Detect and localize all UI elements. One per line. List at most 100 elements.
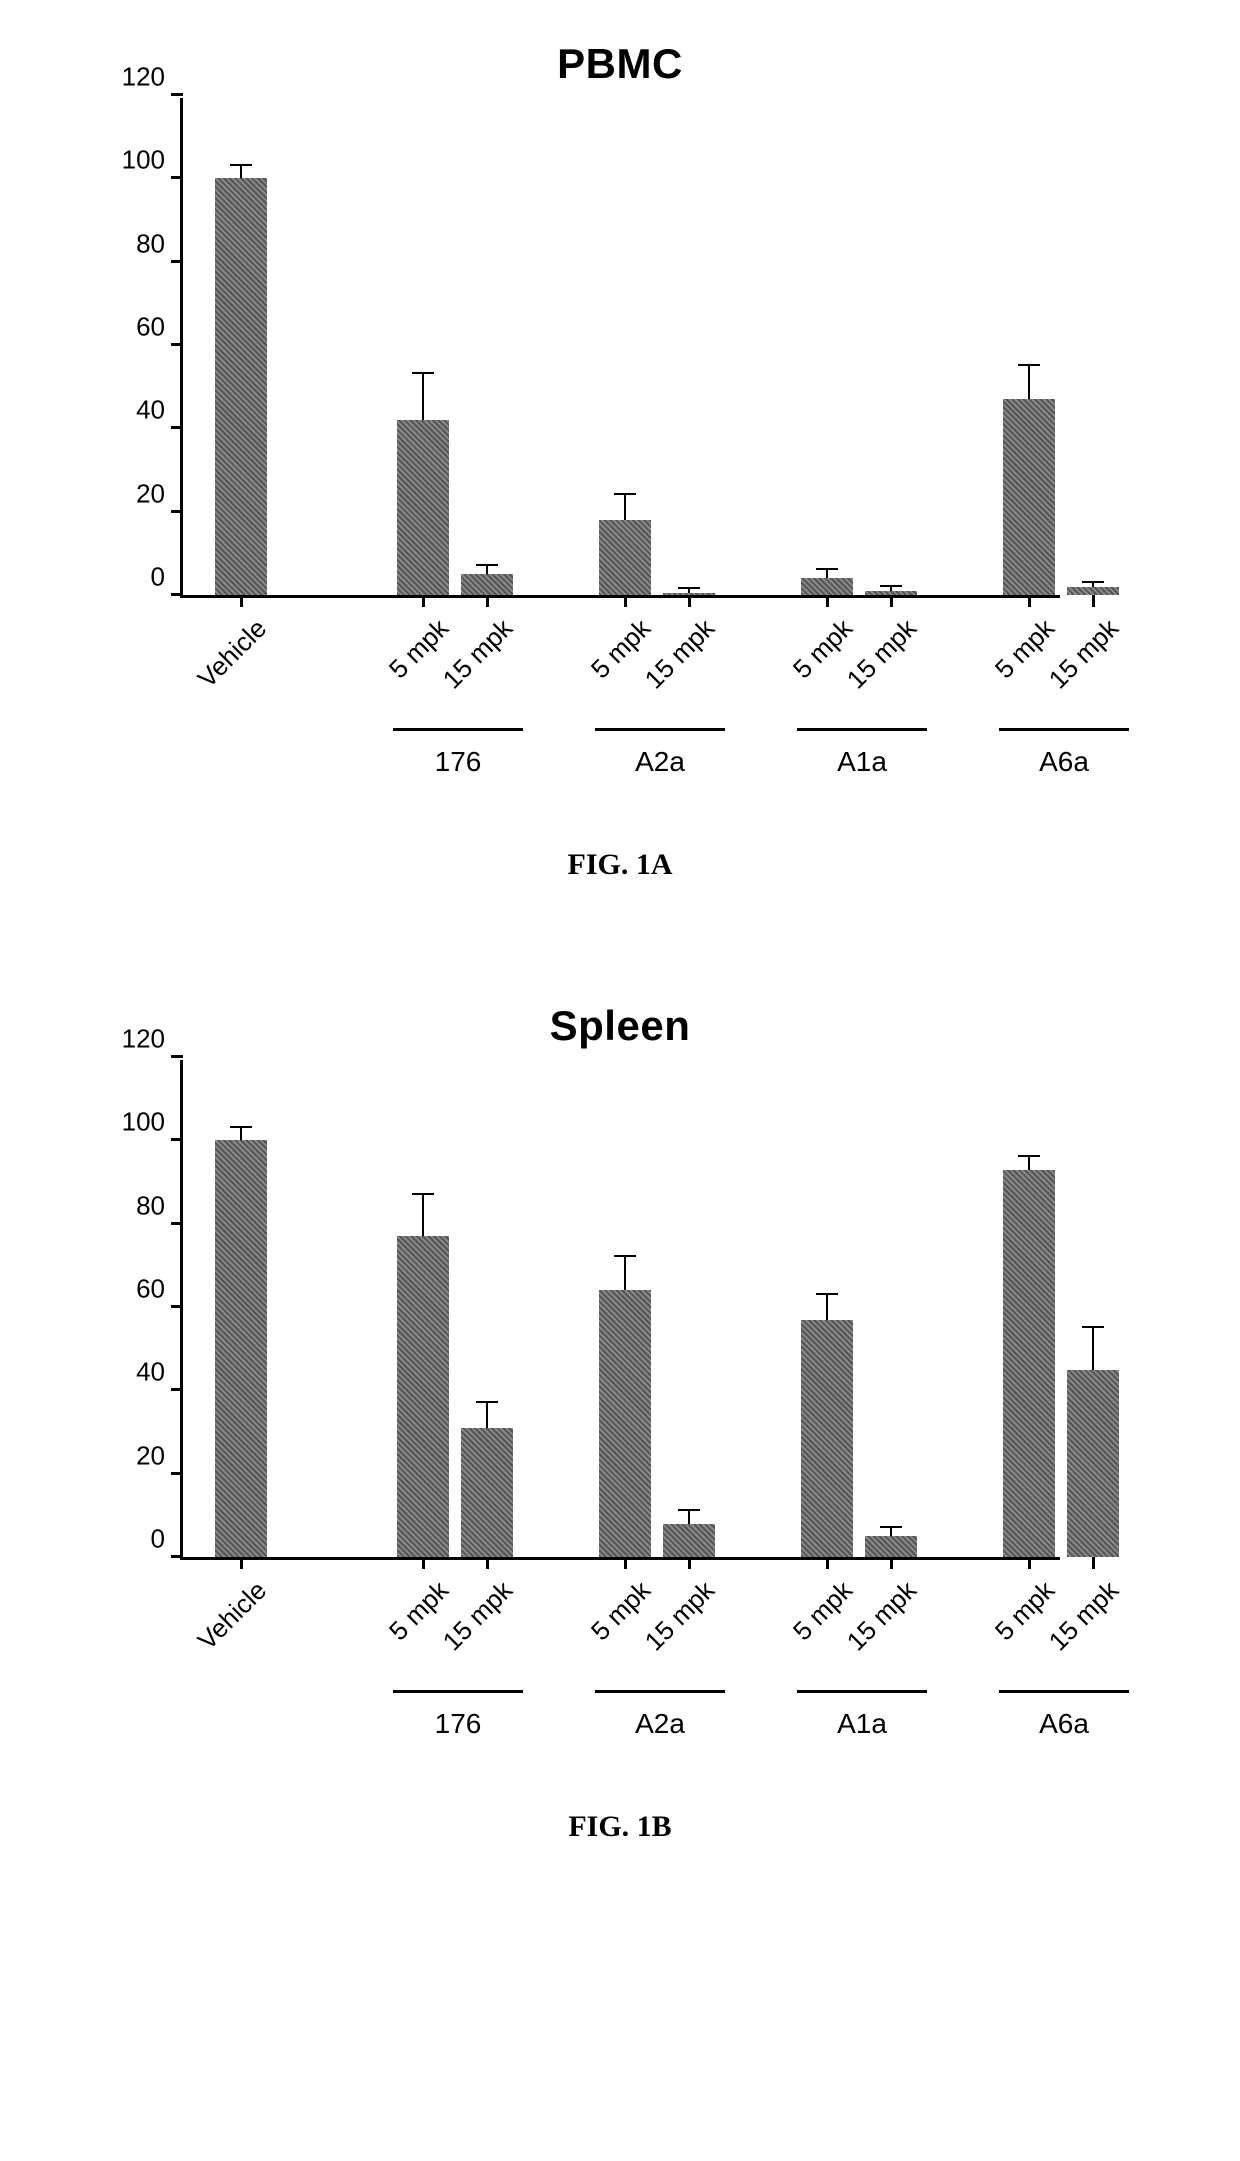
error-bar (624, 495, 626, 520)
error-cap (816, 1293, 838, 1295)
figure-caption: FIG. 1B (60, 1810, 1180, 1844)
error-cap (230, 164, 252, 166)
x-tick (240, 1557, 243, 1569)
bar (397, 1236, 449, 1557)
group-underline (999, 728, 1129, 731)
error-cap (816, 568, 838, 570)
group-underline (797, 728, 927, 731)
error-bar (890, 587, 892, 591)
error-bar (688, 589, 690, 593)
group-label: A1a (837, 746, 887, 778)
bar (599, 1290, 651, 1557)
x-tick (486, 595, 489, 607)
bar (663, 1524, 715, 1557)
group-underline (595, 728, 725, 731)
x-tick (890, 595, 893, 607)
y-tick (171, 426, 183, 429)
y-tick-label: 120 (122, 62, 165, 93)
y-tick (171, 593, 183, 596)
error-bar (422, 1195, 424, 1237)
bar (461, 574, 513, 595)
group-underline (999, 1690, 1129, 1693)
y-tick (171, 510, 183, 513)
error-cap (614, 1255, 636, 1257)
x-tick (1028, 595, 1031, 607)
error-bar (486, 1403, 488, 1428)
bar (599, 520, 651, 595)
group-underline (797, 1690, 927, 1693)
bar (461, 1428, 513, 1557)
x-tick (688, 595, 691, 607)
group-underline (393, 728, 523, 731)
bar (801, 578, 853, 595)
y-tick (171, 1555, 183, 1558)
bar (1067, 1370, 1119, 1558)
y-tick-label: 0 (151, 1524, 165, 1555)
bar (215, 178, 267, 595)
error-cap (1082, 581, 1104, 583)
y-tick (171, 93, 183, 96)
error-cap (678, 587, 700, 589)
error-bar (422, 374, 424, 420)
plot-area: Unoccupied BTK (%)020406080100120Vehicle… (180, 1060, 1060, 1560)
x-tick (422, 1557, 425, 1569)
bar (215, 1140, 267, 1557)
y-tick (171, 1472, 183, 1475)
error-cap (230, 1126, 252, 1128)
error-cap (476, 564, 498, 566)
y-tick-label: 100 (122, 1107, 165, 1138)
error-cap (412, 1193, 434, 1195)
y-tick (171, 1222, 183, 1225)
error-cap (476, 1401, 498, 1403)
error-cap (1018, 1155, 1040, 1157)
figure-block: PBMC Unoccupied BTK (%)020406080100120Veh… (60, 40, 1180, 882)
y-tick-label: 100 (122, 145, 165, 176)
error-bar (240, 166, 242, 179)
y-tick-label: 40 (136, 395, 165, 426)
group-label: 176 (435, 746, 482, 778)
figure-caption: FIG. 1A (60, 848, 1180, 882)
x-tick (624, 595, 627, 607)
x-tick (240, 595, 243, 607)
y-tick-label: 40 (136, 1357, 165, 1388)
y-tick (171, 1138, 183, 1141)
error-cap (880, 585, 902, 587)
error-cap (1018, 364, 1040, 366)
error-bar (688, 1511, 690, 1524)
y-tick-label: 80 (136, 1190, 165, 1221)
error-cap (614, 493, 636, 495)
x-tick (422, 595, 425, 607)
y-tick (171, 343, 183, 346)
figure-block: Spleen Unoccupied BTK (%)020406080100120V… (60, 1002, 1180, 1844)
y-tick (171, 1305, 183, 1308)
bar (801, 1320, 853, 1558)
y-tick-label: 20 (136, 478, 165, 509)
error-cap (880, 1526, 902, 1528)
error-bar (624, 1257, 626, 1290)
x-tick (624, 1557, 627, 1569)
y-tick-label: 120 (122, 1024, 165, 1055)
error-cap (678, 1509, 700, 1511)
group-label: A2a (635, 1708, 685, 1740)
x-tick (688, 1557, 691, 1569)
y-tick-label: 60 (136, 1274, 165, 1305)
error-bar (1092, 583, 1094, 587)
x-tick (826, 595, 829, 607)
error-cap (1082, 1326, 1104, 1328)
chart-title: Spleen (180, 1002, 1060, 1050)
error-bar (826, 570, 828, 578)
error-bar (1092, 1328, 1094, 1370)
error-bar (240, 1128, 242, 1141)
x-tick (486, 1557, 489, 1569)
plot-area: Unoccupied BTK (%)020406080100120Vehicle… (180, 98, 1060, 598)
group-label: A6a (1039, 746, 1089, 778)
error-bar (1028, 1157, 1030, 1170)
bar (1067, 587, 1119, 595)
group-underline (393, 1690, 523, 1693)
error-bar (486, 566, 488, 574)
group-label: A6a (1039, 1708, 1089, 1740)
y-tick (171, 1388, 183, 1391)
y-tick-label: 20 (136, 1440, 165, 1471)
error-bar (1028, 366, 1030, 399)
chart-title: PBMC (180, 40, 1060, 88)
